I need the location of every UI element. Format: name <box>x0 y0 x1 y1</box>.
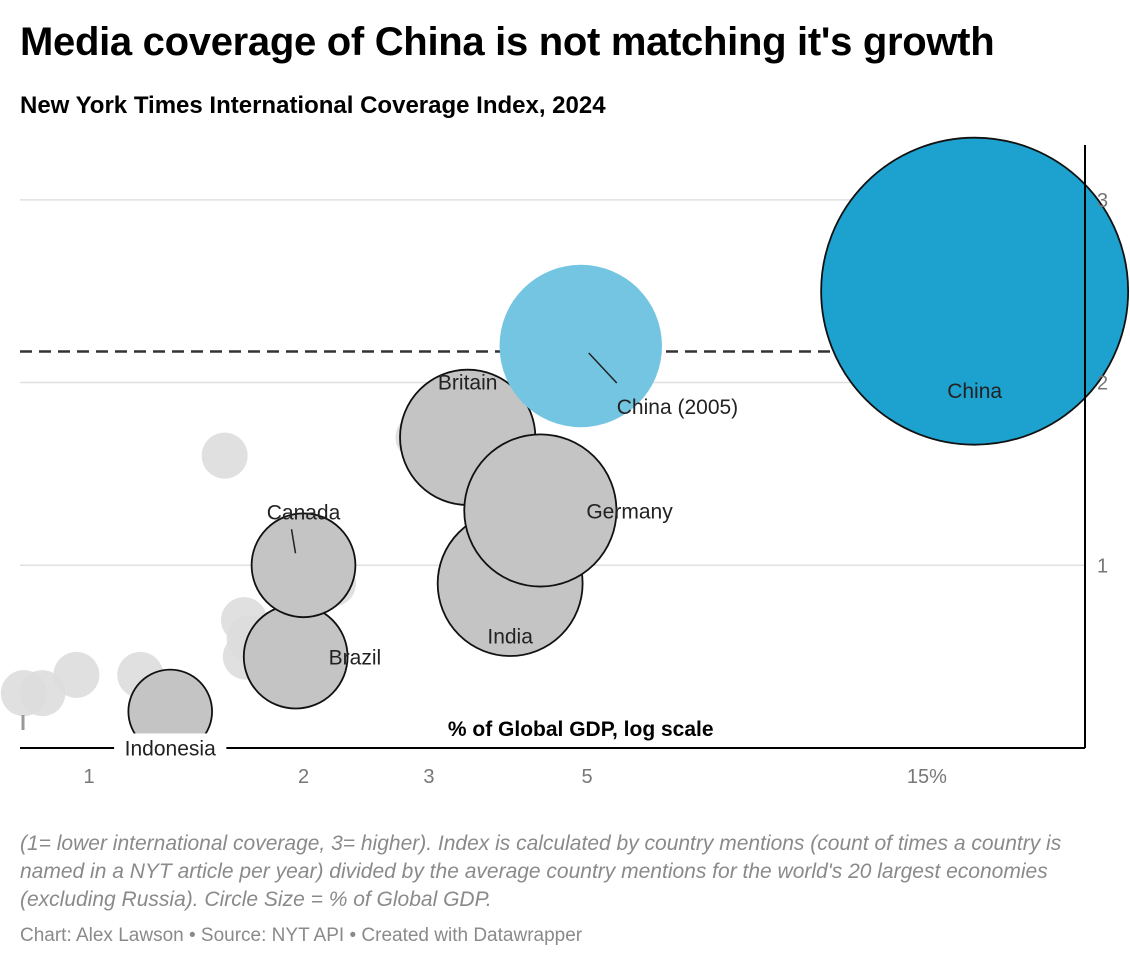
point-labels: Indonesia Brazil Canada India Britain Germany… <box>114 352 1002 764</box>
x-tick-label: 1 <box>83 766 94 788</box>
label-canada: Canada <box>267 501 341 524</box>
scatter-chart: 1 2 3 1 2 3 5 15% % of Global GDP, log scale Ind… <box>0 136 1130 788</box>
background-point <box>53 651 100 698</box>
point-china-2005 <box>499 264 662 428</box>
x-tick-label: 2 <box>298 766 309 788</box>
y-tick-label: 1 <box>1097 555 1108 577</box>
background-point <box>19 670 66 717</box>
label-china: China <box>947 380 1002 403</box>
x-axis-title: % of Global GDP, log scale <box>448 718 714 741</box>
byline-source: • Source: NYT API <box>183 925 345 946</box>
y-tick-label: 2 <box>1097 373 1108 395</box>
label-britain: Britain <box>438 371 498 394</box>
label-germany: Germany <box>586 500 673 523</box>
chart-byline: Chart: Alex Lawson • Source: NYT API • C… <box>20 925 582 947</box>
point-germany <box>463 433 618 588</box>
label-leader-line <box>588 352 618 384</box>
label-leader-line <box>290 529 297 554</box>
label-knockout <box>114 733 227 764</box>
x-tick-label: 3 <box>423 766 434 788</box>
x-tick-label: 15% <box>907 766 947 788</box>
label-india: India <box>487 626 533 649</box>
byline-created: • Created with Datawrapper <box>344 925 583 946</box>
label-indonesia: Indonesia <box>125 737 216 760</box>
byline-author: Chart: Alex Lawson <box>20 925 184 946</box>
label-brazil: Brazil <box>329 647 382 670</box>
point-canada <box>250 512 357 619</box>
background-point <box>201 432 248 479</box>
point-china <box>820 136 1130 446</box>
chart-notes: (1= lower international coverage, 3= hig… <box>20 832 1062 911</box>
x-tick-label: 5 <box>581 766 592 788</box>
highlighted-points <box>127 136 1130 755</box>
y-tick-label: 3 <box>1097 190 1108 212</box>
chart-title: Media coverage of China is not matching … <box>20 20 995 64</box>
chart-subtitle: New York Times International Coverage In… <box>20 92 606 119</box>
label-china-2005: China (2005) <box>617 396 738 419</box>
